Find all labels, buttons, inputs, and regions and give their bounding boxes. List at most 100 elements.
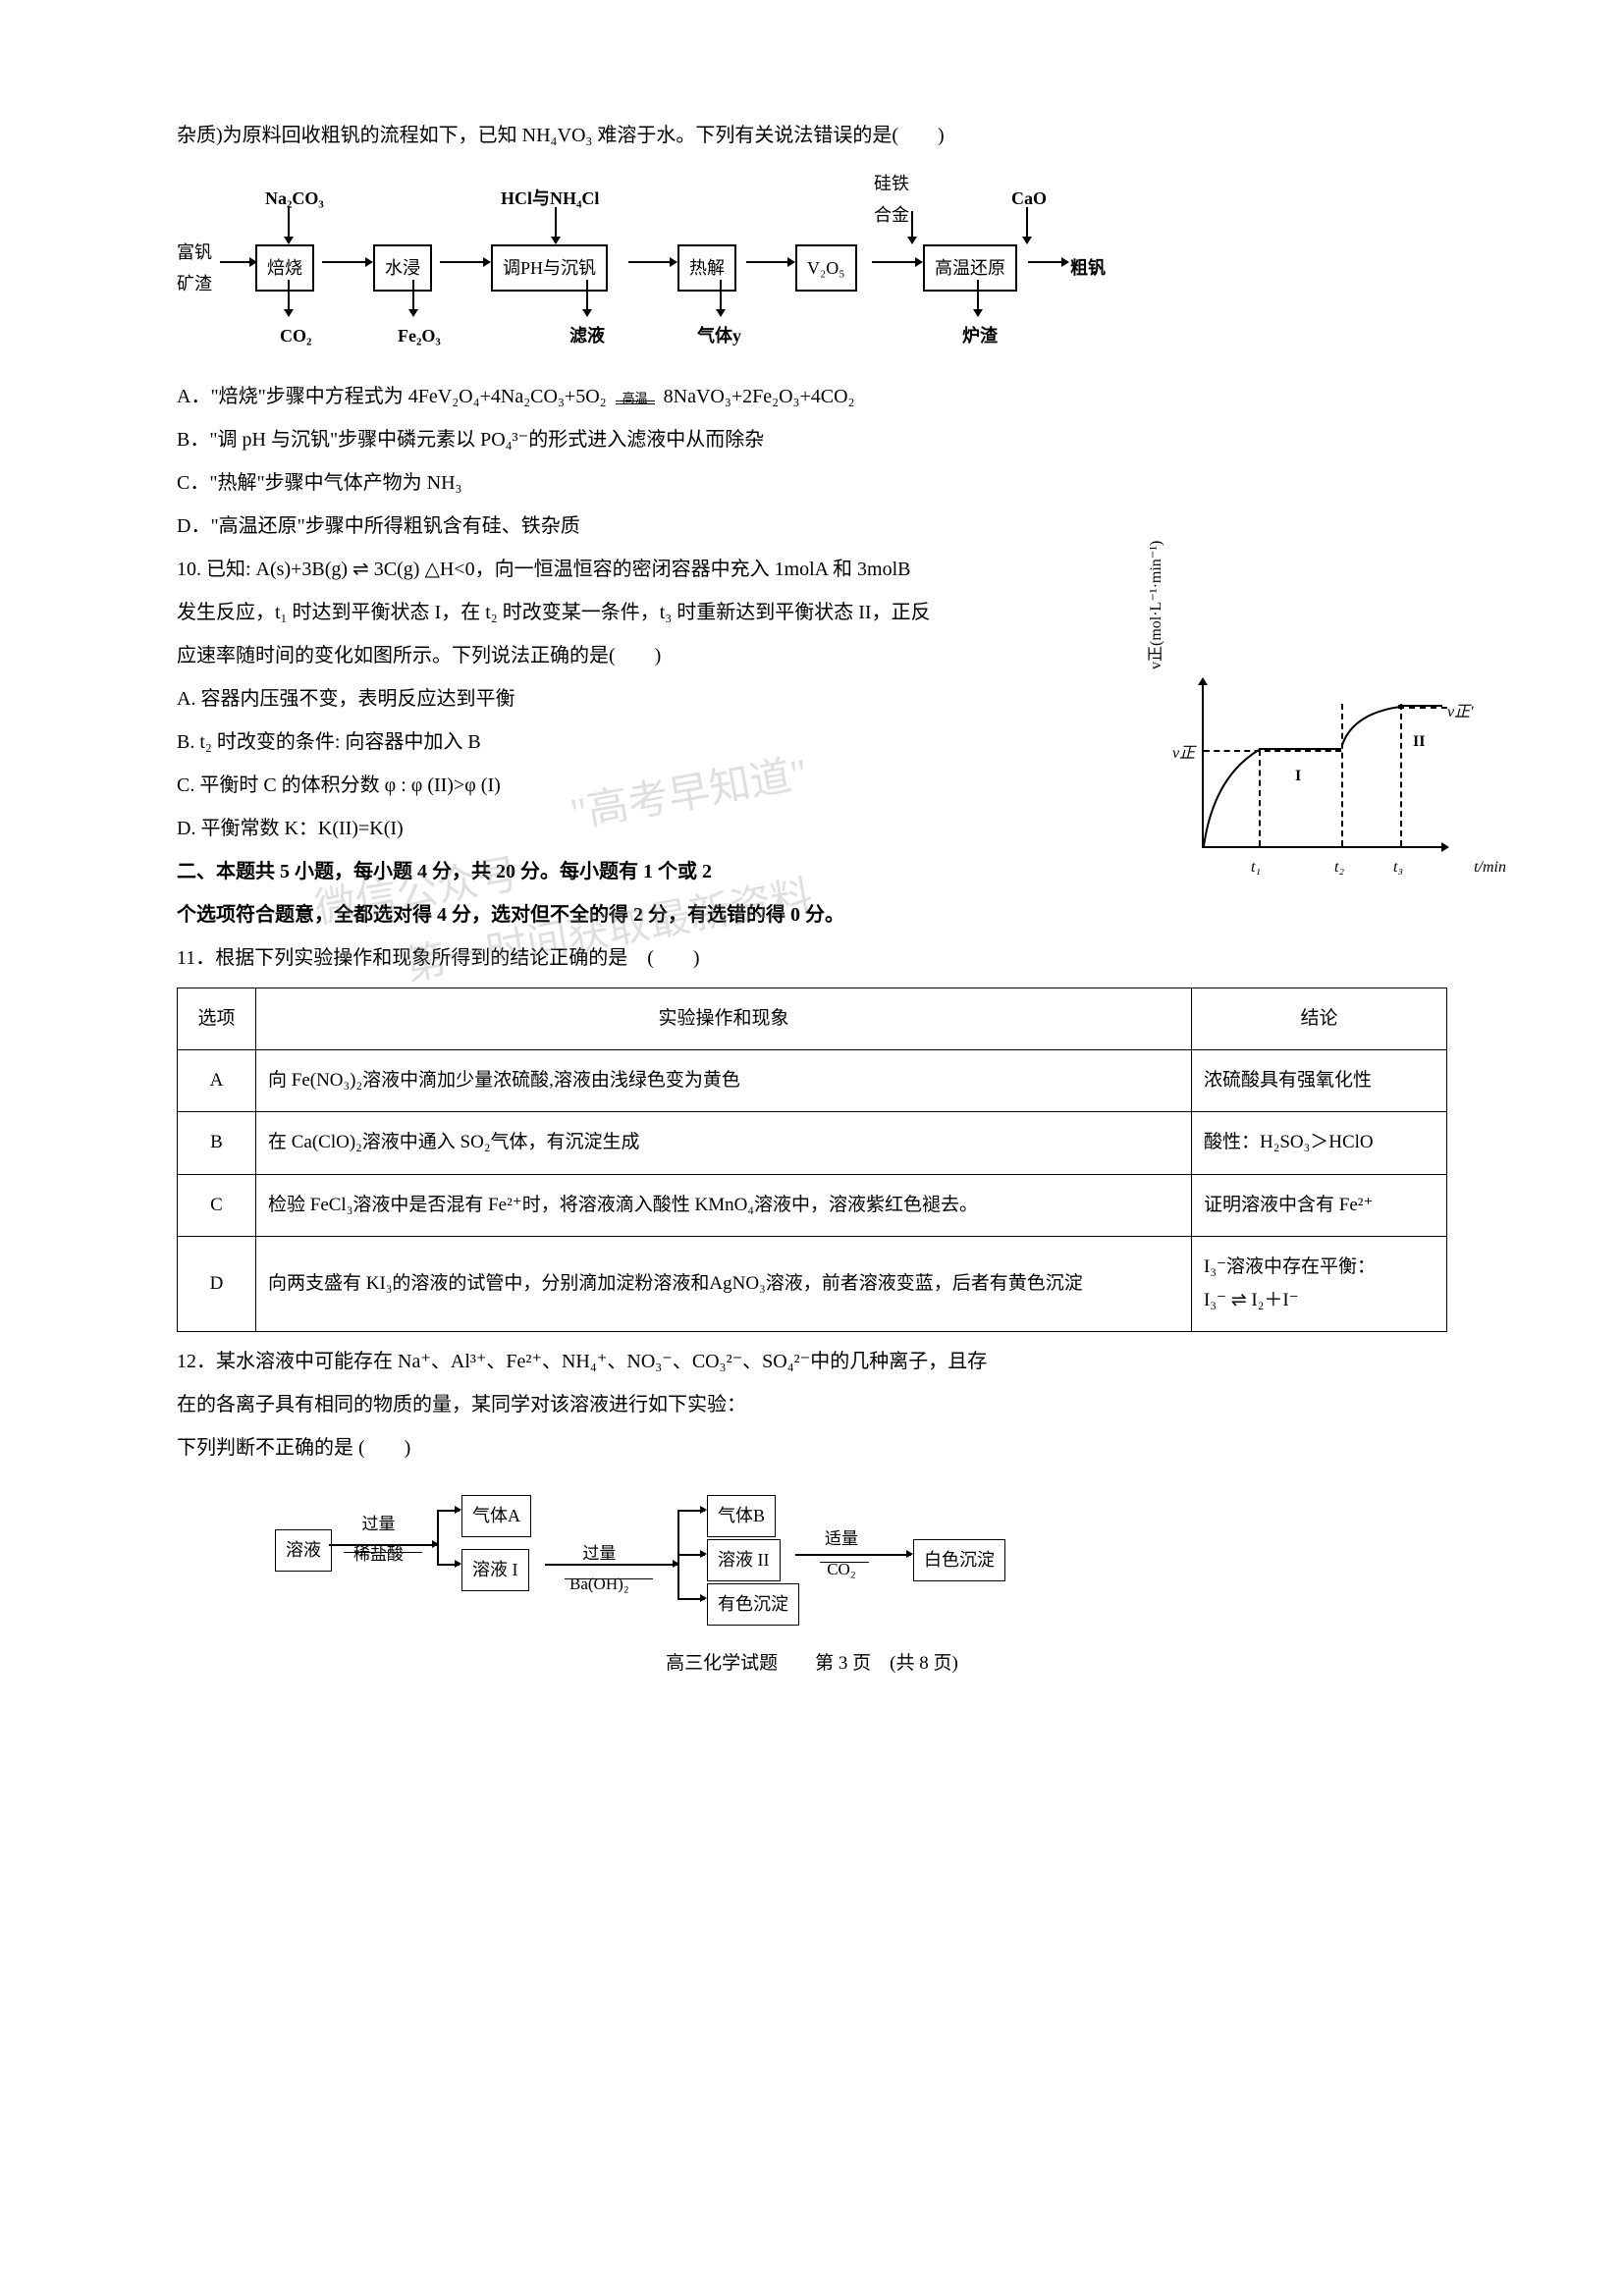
line-flat-II	[1398, 705, 1442, 707]
x-axis	[1202, 846, 1447, 848]
region-I: I	[1295, 763, 1301, 791]
output-label: 粗钒	[1070, 252, 1106, 284]
cell-opt: A	[178, 1050, 256, 1112]
option-a: A．"焙烧"步骤中方程式为 4FeV₂O₄+4Na₂CO₃+5O₂ 高温 8Na…	[177, 379, 1447, 414]
input-label: 富钒 矿渣	[177, 237, 212, 300]
box-gas-b: 气体B	[707, 1495, 776, 1536]
arrow-down	[977, 280, 979, 315]
rate-graph: v正(mol·L⁻¹·min⁻¹) t/min t₁ t₂ t₃ I II v正…	[1153, 669, 1477, 885]
cell-opt: B	[178, 1112, 256, 1174]
optA-suffix: 8NaVO₃+2Fe₂O₃+4CO₂	[664, 386, 855, 407]
vprime-label: v正'	[1447, 699, 1474, 727]
cell-opt: C	[178, 1174, 256, 1236]
cell-op: 在 Ca(ClO)₂溶液中通入 SO₂气体，有沉淀生成	[256, 1112, 1192, 1174]
experiment-table: 选项 实验操作和现象 结论 A 向 Fe(NO₃)₂溶液中滴加少量浓硫酸,溶液由…	[177, 988, 1447, 1332]
line	[795, 1554, 911, 1556]
t3-label: t₃	[1393, 854, 1403, 882]
t2-label: t₂	[1334, 854, 1344, 882]
arrow	[746, 261, 793, 263]
page-footer: 高三化学试题 第 3 页 (共 8 页)	[177, 1647, 1447, 1681]
table-row: D 向两支盛有 KI₃的溶液的试管中，分别滴加淀粉溶液和AgNO₃溶液，前者溶液…	[178, 1236, 1447, 1331]
na2co3-label: Na₂CO₃	[265, 183, 324, 214]
cao-label: CaO	[1011, 183, 1047, 214]
arrow-down	[555, 207, 557, 242]
box-white: 白色沉淀	[913, 1539, 1005, 1580]
line	[677, 1554, 705, 1556]
q12-intro: 12．某水溶液中可能存在 Na⁺、Al³⁺、Fe²⁺、NH₄⁺、NO₃⁻、CO₃…	[177, 1344, 1447, 1379]
arrow	[872, 261, 921, 263]
sife-label: 硅铁 合金	[874, 168, 909, 232]
arrow	[628, 261, 676, 263]
cell-con: 酸性：H₂SO₃＞HClO	[1192, 1112, 1447, 1174]
q11-intro: 11．根据下列实验操作和现象所得到的结论正确的是 ( )	[177, 940, 1447, 976]
v-label: v正	[1172, 740, 1195, 769]
x-label: t/min	[1474, 854, 1506, 882]
line	[437, 1510, 460, 1512]
box-reduce: 高温还原	[923, 244, 1017, 292]
table-row: C 检验 FeCl₃溶液中是否混有 Fe²⁺时，将溶液滴入酸性 KMnO₄溶液中…	[178, 1174, 1447, 1236]
optA-prefix: A．"焙烧"步骤中方程式为 4FeV₂O₄+4Na₂CO₃+5O₂	[177, 386, 607, 407]
region-II: II	[1413, 728, 1425, 757]
box-leach: 水浸	[373, 244, 432, 292]
question-10: 10. 已知: A(s)+3B(g) ⇌ 3C(g) △H<0，向一恒温恒容的密…	[177, 552, 1447, 846]
cell-op: 向两支盛有 KI₃的溶液的试管中，分别滴加淀粉溶液和AgNO₃溶液，前者溶液变蓝…	[256, 1236, 1192, 1331]
arrow-down	[288, 280, 290, 315]
fe2o3-label: Fe₂O₃	[398, 320, 441, 351]
document-page: 杂质)为原料回收粗钒的流程如下，已知 NH₄VO₃ 难溶于水。下列有关说法错误的…	[177, 118, 1447, 1681]
arrow-down	[412, 280, 414, 315]
arrow-down	[586, 280, 588, 315]
flow-diagram-1: 富钒 矿渣 焙烧 水浸 调PH与沉钒 热解 V₂O₅ 高温还原 Na₂CO₃ H…	[177, 168, 1447, 364]
hcl-label: 过量 稀盐酸	[353, 1510, 404, 1570]
table-row: A 向 Fe(NO₃)₂溶液中滴加少量浓硫酸,溶液由浅绿色变为黄色 浓硫酸具有强…	[178, 1050, 1447, 1112]
vline	[437, 1510, 439, 1564]
arrow-down	[288, 207, 290, 242]
underline	[344, 1552, 422, 1553]
dash-h2	[1398, 707, 1447, 709]
line	[677, 1598, 705, 1600]
th-operation: 实验操作和现象	[256, 988, 1192, 1050]
arrow-down	[911, 211, 913, 242]
arrow	[322, 261, 371, 263]
box-colored: 有色沉淀	[707, 1583, 799, 1625]
th-option: 选项	[178, 988, 256, 1050]
box-roast: 焙烧	[255, 244, 314, 292]
gasy-label: 气体y	[697, 320, 741, 351]
box-v2o5: V₂O₅	[795, 244, 857, 292]
filtrate-label: 滤液	[569, 320, 605, 351]
baoh2-label: 过量 Ba(OH)₂	[569, 1539, 629, 1599]
arrow	[440, 261, 489, 263]
t1-label: t₁	[1251, 854, 1261, 882]
box-pyrolysis: 热解	[677, 244, 736, 292]
underline	[565, 1578, 653, 1579]
arrow-down	[720, 280, 722, 315]
box-solution: 溶液	[275, 1529, 332, 1571]
q10-line2: 发生反应，t₁ 时达到平衡状态 I，在 t₂ 时改变某一条件，t₃ 时重新达到平…	[177, 595, 1447, 630]
box-sol2: 溶液 II	[707, 1539, 781, 1580]
intro-text: 杂质)为原料回收粗钒的流程如下，已知 NH₄VO₃ 难溶于水。下列有关说法错误的…	[177, 118, 1447, 153]
box-ph: 调PH与沉钒	[491, 244, 608, 292]
y-label: v正(mol·L⁻¹·min⁻¹)	[1143, 541, 1171, 669]
cell-op: 向 Fe(NO₃)₂溶液中滴加少量浓硫酸,溶液由浅绿色变为黄色	[256, 1050, 1192, 1112]
q10-line3: 应速率随时间的变化如图所示。下列说法正确的是( )	[177, 638, 1447, 673]
arrow	[220, 261, 255, 263]
q12-line2: 在的各离子具有相同的物质的量，某同学对该溶液进行如下实验：	[177, 1387, 1447, 1422]
cell-opt: D	[178, 1236, 256, 1331]
arrow	[1028, 261, 1067, 263]
table-header-row: 选项 实验操作和现象 结论	[178, 988, 1447, 1050]
th-conclusion: 结论	[1192, 988, 1447, 1050]
option-b: B．"调 pH 与沉钒"步骤中磷元素以 PO₄³⁻的形式进入滤液中从而除杂	[177, 422, 1447, 457]
line	[545, 1564, 677, 1566]
high-temp-arrow: 高温	[616, 392, 655, 404]
co2-label: CO₂	[280, 320, 311, 351]
q12-line3: 下列判断不正确的是 ( )	[177, 1430, 1447, 1466]
hcl-label: HCl与NH₄Cl	[501, 183, 599, 214]
underline	[820, 1562, 869, 1563]
curve-1	[1204, 748, 1263, 846]
cell-con: 证明溶液中含有 Fe²⁺	[1192, 1174, 1447, 1236]
q10-intro: 10. 已知: A(s)+3B(g) ⇌ 3C(g) △H<0，向一恒温恒容的密…	[177, 552, 1447, 587]
cell-con: 浓硫酸具有强氧化性	[1192, 1050, 1447, 1112]
option-c: C．"热解"步骤中气体产物为 NH₃	[177, 465, 1447, 501]
option-d: D．"高温还原"步骤中所得粗钒含有硅、铁杂质	[177, 508, 1447, 544]
curve-2	[1341, 704, 1400, 750]
table-row: B 在 Ca(ClO)₂溶液中通入 SO₂气体，有沉淀生成 酸性：H₂SO₃＞H…	[178, 1112, 1447, 1174]
